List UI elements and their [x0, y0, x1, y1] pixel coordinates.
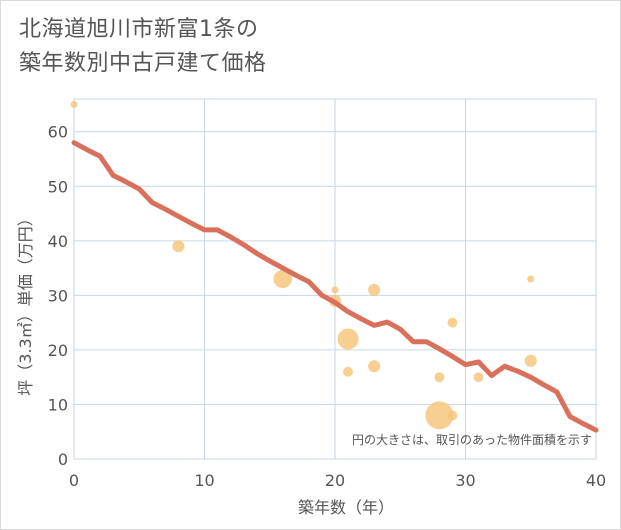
data-point: [527, 275, 535, 283]
data-point: [343, 366, 353, 377]
y-axis-label: 坪（3.3㎡）単価（万円）: [16, 210, 35, 395]
data-point: [447, 317, 458, 328]
chart-title: 北海道旭川市新富1条の 築年数別中古戸建て価格: [19, 13, 267, 81]
y-tick-label: 20: [48, 341, 68, 360]
data-point: [331, 286, 339, 294]
y-tick-label: 40: [48, 232, 68, 251]
data-point: [473, 372, 484, 383]
y-tick-label: 50: [48, 177, 68, 196]
data-point: [273, 269, 293, 289]
bubble-layer: [70, 100, 537, 430]
y-tick-label: 0: [58, 450, 68, 469]
data-point: [447, 410, 458, 421]
x-tick-label: 20: [325, 471, 345, 490]
y-tick-label: 10: [48, 395, 68, 414]
x-tick-label: 10: [194, 471, 214, 490]
data-point: [70, 100, 78, 108]
x-tick-label: 30: [455, 471, 475, 490]
chart-title-line-1: 北海道旭川市新富1条の: [19, 17, 259, 42]
y-tick-label: 30: [48, 286, 68, 305]
data-point: [524, 354, 537, 367]
trend-line: [71, 140, 599, 433]
data-point: [434, 372, 445, 383]
y-tick-label: 60: [48, 123, 68, 142]
data-point: [425, 401, 454, 430]
data-point: [368, 283, 381, 296]
x-axis-label: 築年数（年）: [298, 498, 394, 517]
bubble-size-note: 円の大きさは、取引のあった物件面積を示す: [352, 432, 592, 447]
chart-title-line-2: 築年数別中古戸建て価格: [19, 51, 267, 76]
tick-layer: 0 10 20 30 40 0 10 20 30 40 50 60: [48, 123, 607, 490]
data-point: [172, 240, 185, 253]
x-tick-label: 0: [69, 471, 79, 490]
grid-layer: [73, 98, 597, 460]
x-tick-label: 40: [586, 471, 606, 490]
trend-layer: [71, 140, 599, 433]
data-point: [368, 360, 381, 373]
data-point: [337, 328, 359, 350]
